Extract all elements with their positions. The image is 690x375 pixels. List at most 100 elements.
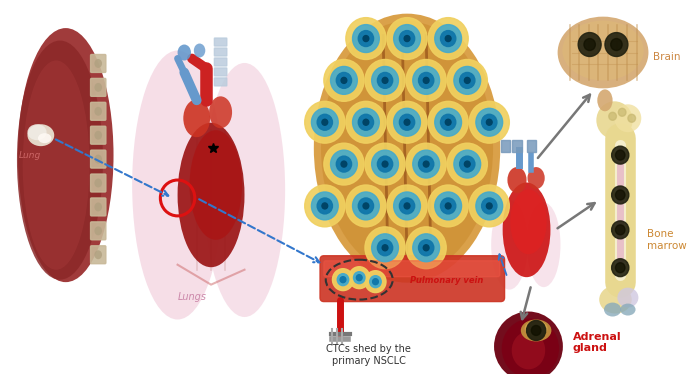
FancyBboxPatch shape (215, 58, 227, 66)
Ellipse shape (507, 167, 526, 193)
Text: Lung: Lung (18, 151, 41, 160)
Ellipse shape (512, 332, 545, 369)
Circle shape (531, 326, 541, 336)
Text: Pulmonary vein: Pulmonary vein (410, 276, 483, 285)
Circle shape (428, 185, 469, 227)
Ellipse shape (95, 83, 102, 92)
Circle shape (419, 240, 434, 256)
Circle shape (618, 108, 626, 116)
Circle shape (419, 156, 434, 172)
Ellipse shape (177, 123, 244, 267)
Circle shape (356, 274, 362, 280)
Circle shape (358, 114, 373, 130)
Circle shape (445, 119, 451, 125)
Circle shape (611, 39, 622, 51)
Ellipse shape (209, 96, 232, 128)
Circle shape (423, 245, 429, 251)
Circle shape (358, 31, 373, 46)
Circle shape (611, 221, 629, 239)
Circle shape (445, 203, 451, 209)
Text: Adrenal
gland: Adrenal gland (573, 332, 621, 353)
Ellipse shape (190, 130, 242, 240)
Circle shape (322, 119, 328, 125)
Ellipse shape (95, 226, 102, 236)
Text: CTCs shed by the
primary NSCLC: CTCs shed by the primary NSCLC (326, 344, 411, 366)
Ellipse shape (502, 183, 551, 277)
FancyBboxPatch shape (90, 222, 106, 240)
Circle shape (440, 198, 456, 214)
FancyBboxPatch shape (90, 126, 106, 144)
Circle shape (358, 198, 373, 214)
Circle shape (331, 150, 357, 178)
Circle shape (615, 150, 625, 160)
Circle shape (605, 33, 628, 57)
Circle shape (486, 203, 492, 209)
Text: Bone
marrow: Bone marrow (647, 229, 687, 251)
Circle shape (435, 108, 462, 136)
Ellipse shape (599, 286, 632, 314)
Circle shape (406, 60, 446, 101)
Ellipse shape (95, 202, 102, 211)
Circle shape (331, 66, 357, 94)
FancyBboxPatch shape (526, 140, 536, 152)
Circle shape (423, 77, 429, 83)
Ellipse shape (615, 104, 641, 132)
Ellipse shape (314, 13, 500, 283)
FancyBboxPatch shape (90, 150, 106, 168)
Circle shape (628, 114, 635, 122)
Ellipse shape (558, 16, 649, 88)
Ellipse shape (562, 21, 644, 80)
Ellipse shape (38, 133, 51, 143)
Circle shape (482, 114, 497, 130)
FancyBboxPatch shape (501, 140, 511, 152)
Circle shape (387, 185, 427, 227)
Ellipse shape (95, 154, 102, 164)
Circle shape (377, 240, 393, 256)
Circle shape (526, 321, 546, 340)
Circle shape (372, 234, 398, 262)
Circle shape (584, 39, 595, 51)
Circle shape (447, 60, 487, 101)
Circle shape (460, 156, 475, 172)
Circle shape (615, 263, 625, 273)
Circle shape (377, 72, 393, 88)
Circle shape (394, 192, 420, 220)
Ellipse shape (95, 131, 102, 140)
Circle shape (413, 150, 440, 178)
Circle shape (317, 198, 333, 214)
Circle shape (382, 245, 388, 251)
Ellipse shape (95, 250, 102, 259)
Circle shape (370, 276, 381, 288)
Circle shape (387, 18, 427, 60)
Circle shape (340, 277, 346, 283)
Circle shape (353, 192, 380, 220)
Circle shape (423, 161, 429, 167)
Circle shape (336, 72, 352, 88)
Ellipse shape (23, 60, 90, 270)
Circle shape (305, 185, 345, 227)
Circle shape (372, 66, 398, 94)
Circle shape (365, 60, 405, 101)
Circle shape (400, 198, 415, 214)
Circle shape (353, 25, 380, 52)
Circle shape (353, 272, 365, 284)
Ellipse shape (95, 178, 102, 188)
Circle shape (336, 156, 352, 172)
Circle shape (454, 66, 481, 94)
Circle shape (387, 101, 427, 143)
Circle shape (341, 77, 347, 83)
Circle shape (324, 60, 364, 101)
Circle shape (311, 108, 338, 136)
Circle shape (346, 101, 386, 143)
Circle shape (428, 18, 469, 60)
Circle shape (348, 267, 370, 289)
Ellipse shape (17, 40, 103, 280)
Circle shape (346, 18, 386, 60)
Ellipse shape (28, 124, 47, 140)
Circle shape (337, 274, 348, 286)
Circle shape (435, 192, 462, 220)
FancyBboxPatch shape (90, 78, 106, 96)
Circle shape (365, 271, 386, 292)
Circle shape (400, 114, 415, 130)
Circle shape (445, 36, 451, 42)
